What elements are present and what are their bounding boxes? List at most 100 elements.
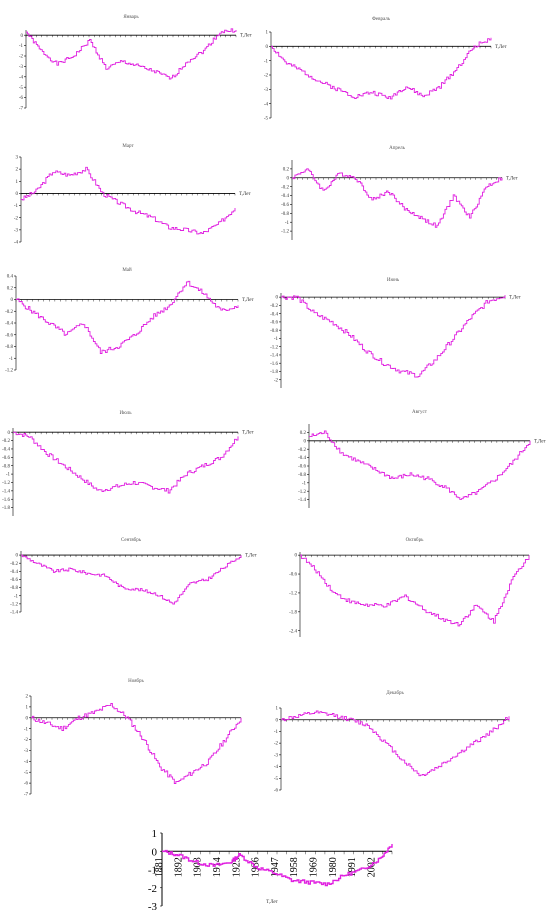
y-tick-label: 0 xyxy=(16,192,19,197)
y-tick-label: -1.4 xyxy=(270,354,278,359)
y-tick-label: -3 xyxy=(14,228,19,233)
y-tick-label: -1 xyxy=(148,865,157,877)
y-tick-label: -0.2 xyxy=(5,310,13,315)
y-tick-label: 0.2 xyxy=(7,286,14,291)
chart-title: Июнь xyxy=(387,278,400,283)
y-tick-label: -5 xyxy=(24,771,29,776)
y-tick-label: -6 xyxy=(19,96,24,101)
chart-title: Сентябрь xyxy=(121,538,142,543)
y-tick-label: -0.6 xyxy=(10,578,18,583)
y-tick-label: -0.8 xyxy=(5,345,13,350)
y-tick-label: 0.4 xyxy=(7,275,14,280)
y-tick-label: -1.8 xyxy=(270,370,278,375)
y-tick-label: -3 xyxy=(264,88,269,93)
y-tick-label: -1 xyxy=(24,727,29,732)
y-tick-label: -2.4 xyxy=(289,629,297,634)
y-tick-label: -4 xyxy=(274,765,279,770)
x-axis-label: T,Лет xyxy=(506,176,519,181)
y-tick-label: -2 xyxy=(148,883,157,895)
y-tick-label: -0.2 xyxy=(281,185,289,190)
y-tick-label: -1 xyxy=(302,481,307,486)
y-tick-label: -2 xyxy=(24,738,29,743)
y-tick-label: -0.4 xyxy=(10,570,18,575)
y-tick-label: -0.2 xyxy=(298,448,306,453)
chart-panel-5: Май 0.4 0.2 0 -0.2 -0.4 -0.6 -0.8 -1 -1.2 T,Лет xyxy=(5,268,254,374)
chart-panel-12: Декабрь 1 0 -1 -2 -3 -4 -5 -6 xyxy=(274,691,510,794)
x-axis-label: T,Лет xyxy=(534,439,547,444)
y-tick-label: -1 xyxy=(19,44,24,49)
y-tick-label: -0.8 xyxy=(10,586,18,591)
y-tick-label: -1 xyxy=(6,473,11,478)
y-tick-label: -4 xyxy=(24,760,29,765)
chart-panel-3: Март 3 2 1 0 -1 -2 -3 -4 T,Лет xyxy=(14,144,252,246)
y-tick-label: -1 xyxy=(274,730,279,735)
x-tick-label: 2002 xyxy=(366,857,377,877)
series-line xyxy=(31,703,242,784)
chart-panel-10: Октябрь 0 -0.6 -1.2 -1.8 -2.4 xyxy=(289,538,530,637)
x-axis-label: T,Лет xyxy=(242,431,255,436)
y-tick-label: 1 xyxy=(16,180,19,185)
y-tick-label: -2 xyxy=(19,55,24,60)
series-line xyxy=(13,431,239,494)
chart-title: Май xyxy=(122,268,132,273)
y-tick-label: -0.6 xyxy=(281,203,289,208)
y-tick-label: -1.6 xyxy=(2,498,10,503)
chart-panel-11: Ноябрь 2 1 0 -1 -2 -3 -4 -5 -6 -7 xyxy=(24,679,242,798)
y-tick-label: 1 xyxy=(152,828,158,840)
y-tick-label: -1 xyxy=(274,337,279,342)
chart-title: Октябрь xyxy=(406,538,424,543)
series-line xyxy=(281,710,510,777)
y-tick-label: -5 xyxy=(264,117,269,122)
y-tick-label: -5 xyxy=(19,86,24,91)
y-tick-label: -0.6 xyxy=(5,333,13,338)
x-axis-label: T,Лет xyxy=(242,298,255,303)
series-line xyxy=(292,168,503,228)
y-tick-label: -0.6 xyxy=(270,321,278,326)
y-tick-label: -1.8 xyxy=(2,506,10,511)
y-tick-label: -2 xyxy=(274,378,279,383)
y-tick-label: 0 xyxy=(8,431,11,436)
y-tick-label: -6 xyxy=(274,789,279,794)
series-line xyxy=(21,166,236,235)
y-tick-label: -1.8 xyxy=(289,610,297,615)
y-tick-label: -1.2 xyxy=(281,230,289,235)
y-tick-label: 1 xyxy=(276,707,279,712)
y-tick-label: -0.8 xyxy=(298,473,306,478)
y-tick-label: 0 xyxy=(295,554,298,559)
series-line xyxy=(271,37,492,100)
chart-panel-2: Февраль 1 0 -1 -2 -3 -4 -5 T,Лет xyxy=(264,17,508,122)
x-tick-label: 1892 xyxy=(173,857,184,877)
y-tick-label: -6 xyxy=(24,782,29,787)
y-tick-label: -7 xyxy=(24,793,29,798)
y-tick-label: -0.8 xyxy=(270,329,278,334)
x-axis-label: T,Лет xyxy=(495,45,508,50)
y-tick-label: -1 xyxy=(14,594,19,599)
series-line xyxy=(300,554,530,627)
series-line xyxy=(26,28,237,80)
chart-title: Январь xyxy=(123,15,139,20)
y-tick-label: 0.2 xyxy=(300,431,307,436)
chart-title: Июль xyxy=(120,411,133,416)
y-tick-label: 0.2 xyxy=(283,167,290,172)
series-line xyxy=(309,430,531,500)
y-tick-label: -4 xyxy=(264,102,269,107)
y-tick-label: -1.2 xyxy=(10,602,18,607)
x-axis-label: T,Лет xyxy=(245,554,258,559)
series-line xyxy=(21,554,242,605)
x-tick-label: 1958 xyxy=(289,857,300,877)
y-tick-label: -0.4 xyxy=(2,448,10,453)
x-axis-label: T,Лет xyxy=(239,192,252,197)
y-tick-label: 0 xyxy=(276,718,279,723)
chart-panel-6: Июнь 0 -0.2 -0.4 -0.6 -0.8 -1 -1.2 -1.4 -1.6 -1.8 -… xyxy=(270,278,522,388)
y-tick-label: -1.2 xyxy=(5,369,13,374)
y-tick-label: -3 xyxy=(274,753,279,758)
x-tick-label: 1991 xyxy=(347,857,358,877)
y-tick-label: 0 xyxy=(304,439,307,444)
x-axis-label: T,Лет xyxy=(240,34,253,39)
y-tick-label: -1.4 xyxy=(298,498,306,503)
y-tick-label: 1 xyxy=(266,31,269,36)
y-tick-label: -1.6 xyxy=(270,362,278,367)
y-tick-label: 2 xyxy=(16,168,19,173)
